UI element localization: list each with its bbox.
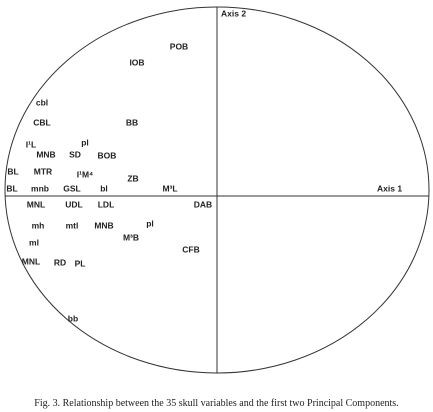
variable-label: CFB	[182, 244, 199, 254]
variable-label: BL	[6, 183, 17, 193]
variable-label: BB	[126, 117, 138, 127]
variable-label: UDL	[65, 199, 82, 209]
axis-2-label: Axis 2	[221, 8, 246, 18]
variable-label: CBL	[33, 117, 50, 127]
variable-label: ZB	[127, 173, 138, 183]
axis-1-label: Axis 1	[377, 183, 402, 193]
caption: Fig. 3. Relationship between the 35 skul…	[34, 398, 399, 409]
variable-label: mtl	[66, 220, 79, 230]
variable-label: RD	[54, 257, 66, 267]
variable-label: MNL	[22, 256, 40, 266]
variable-label: LDL	[98, 199, 115, 209]
variable-label: pl	[146, 218, 154, 228]
variable-label: MTR	[34, 166, 52, 176]
variable-label: I¹L	[26, 139, 36, 149]
variable-label: MNL	[27, 199, 45, 209]
variable-label: GSL	[63, 183, 80, 193]
variable-label: IOB	[129, 57, 144, 67]
variable-label: SD	[69, 149, 81, 159]
variable-label: BOB	[98, 150, 117, 160]
variable-label: mnb	[31, 183, 49, 193]
variables: POB IOB cbl CBL BB I¹L pl MNB SD BOB BL MTR I¹M⁴ ZB BL…	[6, 41, 212, 323]
variable-label: BL	[7, 166, 18, 176]
variable-label: POB	[170, 41, 188, 51]
variable-label: MNB	[94, 220, 113, 230]
variable-label: PL	[75, 258, 86, 268]
variable-label: I¹M⁴	[77, 169, 93, 179]
variable-label: MNB	[36, 149, 55, 159]
variable-label: pl	[81, 137, 89, 147]
variable-label: bl	[100, 183, 108, 193]
pca-circle-plot: Axis 2 Axis 1 POB IOB cbl CBL BB I¹L pl MNB SD BO…	[4, 6, 430, 374]
variable-label: ml	[29, 237, 39, 247]
variable-label: M³B	[123, 232, 139, 242]
variable-label: M³L	[162, 183, 177, 193]
variable-label: DAB	[194, 199, 212, 209]
variable-label: mh	[32, 220, 45, 230]
variable-label: bb	[68, 313, 78, 323]
variable-label: cbl	[36, 97, 48, 107]
